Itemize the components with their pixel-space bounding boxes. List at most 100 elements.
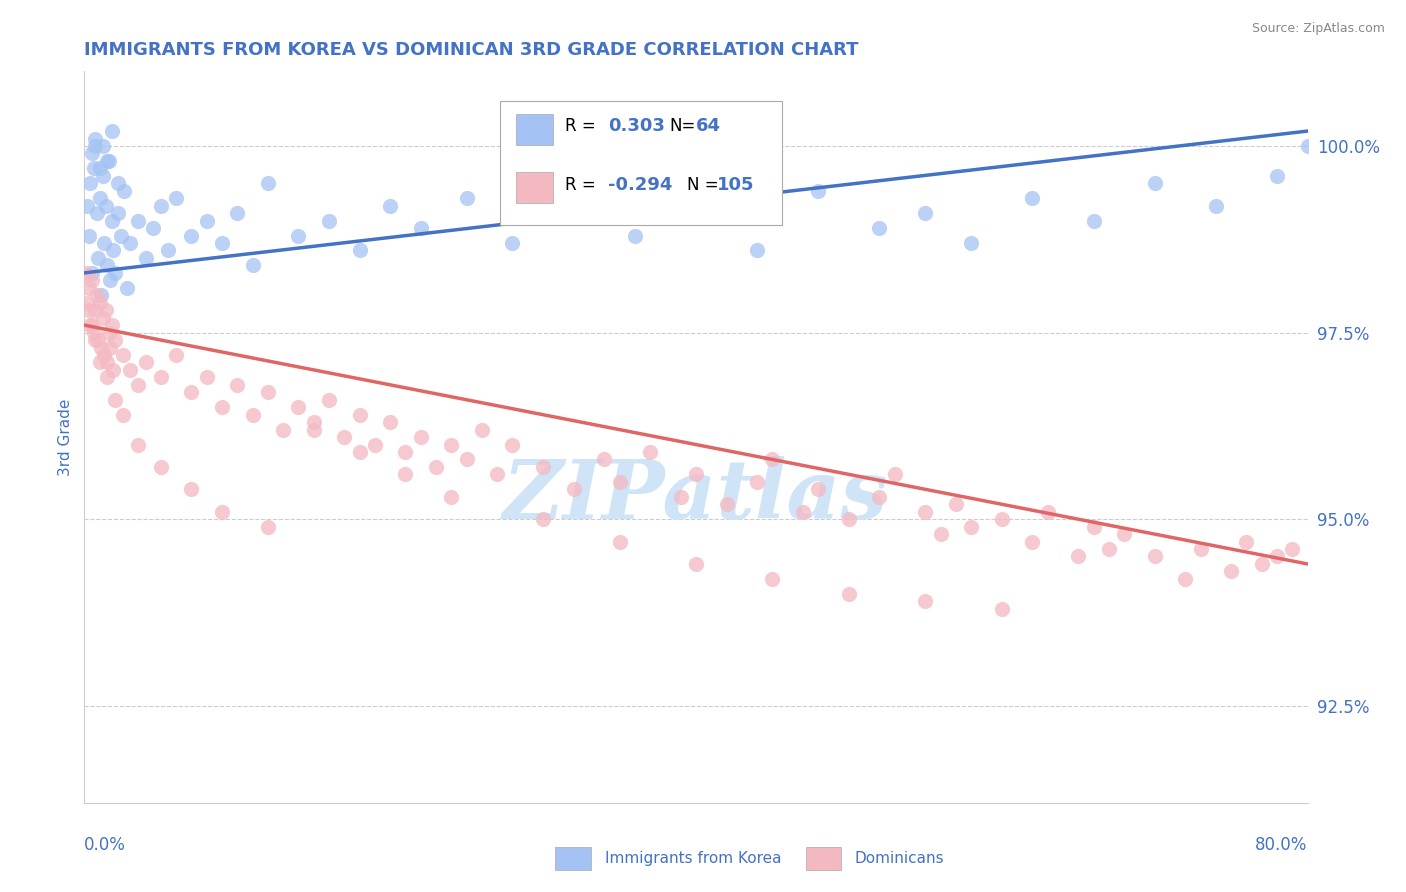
Point xyxy=(112,184,135,198)
Point xyxy=(96,370,118,384)
Point xyxy=(149,459,172,474)
Point xyxy=(98,341,121,355)
Point xyxy=(287,401,309,415)
Point xyxy=(380,199,402,213)
Point xyxy=(486,467,509,482)
Text: IMMIGRANTS FROM KOREA VS DOMINICAN 3RD GRADE CORRELATION CHART: IMMIGRANTS FROM KOREA VS DOMINICAN 3RD G… xyxy=(84,41,859,59)
Text: R =: R = xyxy=(565,118,602,136)
Point xyxy=(97,326,120,340)
Point xyxy=(211,505,233,519)
Point xyxy=(502,235,524,250)
Point xyxy=(93,348,115,362)
Point xyxy=(77,228,100,243)
Point xyxy=(838,587,860,601)
Point xyxy=(685,557,707,571)
Point xyxy=(89,191,111,205)
Point xyxy=(104,266,127,280)
Point xyxy=(1114,527,1136,541)
Point xyxy=(107,206,129,220)
Point xyxy=(135,251,157,265)
Point xyxy=(79,177,101,191)
Point xyxy=(180,228,202,243)
Point xyxy=(914,594,936,608)
Point xyxy=(87,251,110,265)
Point xyxy=(101,318,124,332)
Point xyxy=(91,169,114,183)
Text: Immigrants from Korea: Immigrants from Korea xyxy=(605,851,782,865)
Point xyxy=(302,415,325,429)
Point xyxy=(149,370,172,384)
FancyBboxPatch shape xyxy=(501,101,782,225)
Point xyxy=(287,228,309,243)
Point xyxy=(127,437,149,451)
Point xyxy=(838,512,860,526)
Point xyxy=(685,199,707,213)
Point xyxy=(84,139,107,153)
Point xyxy=(120,363,142,377)
Point xyxy=(271,423,294,437)
Point xyxy=(257,177,280,191)
Point xyxy=(869,490,891,504)
Point xyxy=(84,131,107,145)
Point xyxy=(380,415,402,429)
Point xyxy=(349,445,371,459)
Point xyxy=(127,213,149,227)
Point xyxy=(195,213,218,227)
Point xyxy=(103,363,125,377)
Y-axis label: 3rd Grade: 3rd Grade xyxy=(58,399,73,475)
Point xyxy=(991,512,1014,526)
Point xyxy=(149,199,172,213)
Point xyxy=(80,266,103,280)
Point xyxy=(91,139,114,153)
Point xyxy=(89,355,111,369)
Text: -0.294: -0.294 xyxy=(607,176,672,194)
Point xyxy=(1021,534,1043,549)
Point xyxy=(80,273,103,287)
Point xyxy=(609,534,631,549)
Point xyxy=(142,221,165,235)
Point xyxy=(1189,542,1212,557)
Point xyxy=(127,377,149,392)
Text: Source: ZipAtlas.com: Source: ZipAtlas.com xyxy=(1251,22,1385,36)
Point xyxy=(77,303,100,318)
Point xyxy=(76,199,98,213)
Text: 0.303: 0.303 xyxy=(607,118,665,136)
Text: 64: 64 xyxy=(696,118,721,136)
Point xyxy=(456,191,478,205)
Point xyxy=(394,445,416,459)
Text: Dominicans: Dominicans xyxy=(855,851,945,865)
Point xyxy=(440,437,463,451)
Point xyxy=(669,490,692,504)
Point xyxy=(101,213,124,227)
Point xyxy=(716,497,738,511)
Point xyxy=(211,235,233,250)
Point xyxy=(103,244,125,258)
Text: 0.0%: 0.0% xyxy=(84,836,127,854)
Point xyxy=(165,191,187,205)
Point xyxy=(76,295,98,310)
Point xyxy=(195,370,218,384)
Point xyxy=(1205,199,1227,213)
Point xyxy=(157,244,180,258)
Point xyxy=(1250,557,1272,571)
Text: 105: 105 xyxy=(717,176,754,194)
Text: N=: N= xyxy=(669,118,696,136)
Point xyxy=(960,519,983,533)
Point xyxy=(84,303,107,318)
Point xyxy=(91,310,114,325)
Point xyxy=(1098,542,1121,557)
Point xyxy=(456,452,478,467)
Point xyxy=(747,475,769,489)
Point xyxy=(1281,542,1303,557)
Point xyxy=(929,527,952,541)
Point xyxy=(761,452,783,467)
Point xyxy=(394,467,416,482)
Point xyxy=(79,318,101,332)
Point xyxy=(945,497,967,511)
Point xyxy=(86,288,108,302)
Point xyxy=(333,430,356,444)
Point xyxy=(318,392,340,407)
Point xyxy=(107,177,129,191)
Text: 80.0%: 80.0% xyxy=(1256,836,1308,854)
Point xyxy=(180,385,202,400)
